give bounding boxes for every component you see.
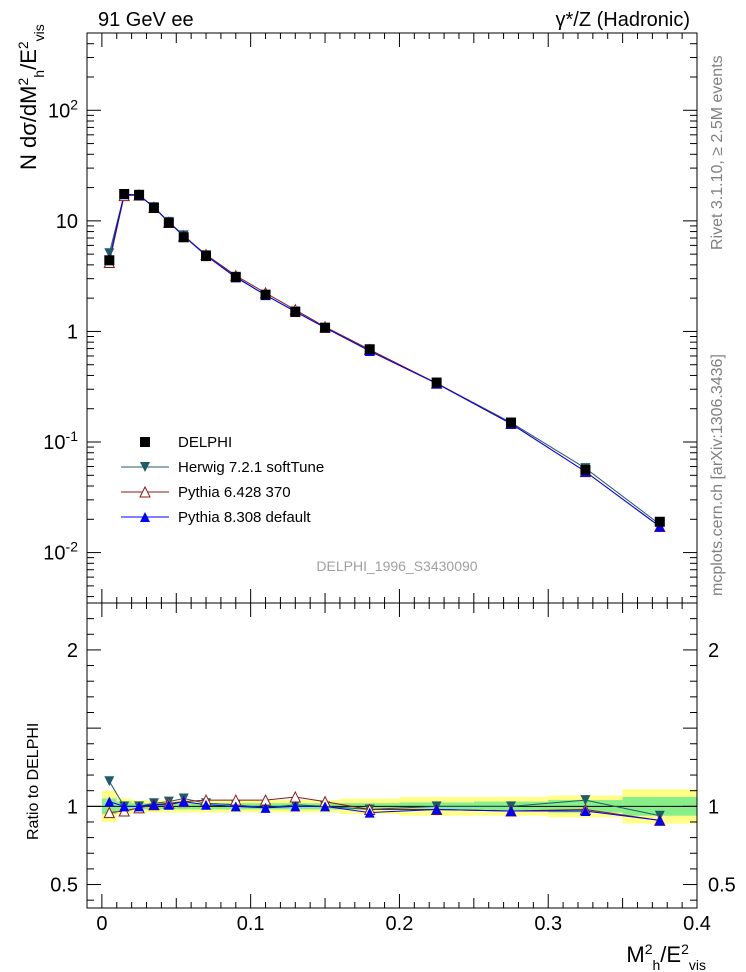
ratio-point xyxy=(104,796,115,807)
legend-label: Herwig 7.2.1 softTune xyxy=(178,459,324,476)
x-tick-label: 0.4 xyxy=(683,913,711,935)
main-point xyxy=(364,344,375,355)
main-point xyxy=(580,464,591,475)
ratio-point xyxy=(163,799,174,810)
main-series-line xyxy=(108,194,661,527)
ratio-series-line xyxy=(108,781,660,817)
main-point xyxy=(134,189,145,200)
y-tick-label: 10-1 xyxy=(43,428,78,454)
main-point xyxy=(654,516,665,527)
ratio-point xyxy=(134,801,145,812)
x-tick-label: 0 xyxy=(96,913,107,935)
ratio-y-tick-label-right: 0.5 xyxy=(708,875,736,897)
ratio-point xyxy=(290,801,301,812)
legend-label: Pythia 8.308 default xyxy=(178,509,311,526)
ratio-y-tick-label: 1 xyxy=(67,796,78,818)
y-tick-label: 10 xyxy=(56,211,78,233)
y-tick-label: 102 xyxy=(48,96,78,122)
ratio-point xyxy=(260,802,271,813)
rivet-label: Rivet 3.1.10, ≥ 2.5M events xyxy=(709,55,726,250)
main-point xyxy=(119,188,130,199)
ratio-series-line xyxy=(109,801,660,821)
legend-label: DELPHI xyxy=(178,434,232,451)
legend-marker xyxy=(140,462,150,472)
ratio-point xyxy=(201,799,212,810)
ratio-point xyxy=(103,806,116,819)
main-point xyxy=(104,248,115,259)
ratio-point xyxy=(104,776,115,787)
main-point xyxy=(163,217,174,228)
main-series xyxy=(103,188,666,533)
y-tick-label: 10-2 xyxy=(43,539,78,565)
main-point xyxy=(104,255,115,266)
ratio-y-tick-label-right: 1 xyxy=(708,796,719,818)
header-left: 91 GeV ee xyxy=(98,9,194,31)
ratio-series xyxy=(103,776,666,826)
ratio-point xyxy=(580,806,591,817)
ratio-axis-ticks: 0.5 0.5 1 1 2 2 xyxy=(50,618,736,901)
main-point xyxy=(178,232,189,243)
ratio-y-tick-label-right: 2 xyxy=(708,640,719,662)
ratio-point xyxy=(148,799,159,810)
x-tick-label: 0.2 xyxy=(386,913,414,935)
main-point xyxy=(320,322,331,333)
ratio-point xyxy=(431,804,442,815)
main-axis-ticks: 10-2 10-1 1 10 102 xyxy=(43,32,697,598)
ratio-point xyxy=(580,795,591,806)
y-tick-label: 1 xyxy=(67,321,78,343)
legend-label: Pythia 6.428 370 xyxy=(178,484,291,501)
main-point xyxy=(230,272,241,283)
mcplots-label: mcplots.cern.ch [arXiv:1306.3436] xyxy=(709,354,726,596)
legend-marker xyxy=(140,512,150,522)
ratio-point xyxy=(654,815,665,826)
xlabel: M2h/E2vis xyxy=(626,941,706,972)
legend: DELPHI Herwig 7.2.1 softTune Pythia 6.428 … xyxy=(121,434,324,526)
main-point xyxy=(148,202,159,213)
x-axis-ticks: 0 0.1 0.2 0.3 0.4 xyxy=(96,33,711,935)
ratio-point xyxy=(178,796,189,807)
main-series-line xyxy=(108,193,661,527)
legend-marker xyxy=(140,437,150,447)
ratio-point xyxy=(230,801,241,812)
legend-marker xyxy=(139,485,151,498)
main-point xyxy=(506,417,517,428)
analysis-watermark: DELPHI_1996_S3430090 xyxy=(316,558,477,574)
x-tick-label: 0.3 xyxy=(534,913,562,935)
header-right: γ*/Z (Hadronic) xyxy=(556,9,690,31)
ratio-point xyxy=(364,807,375,818)
main-ylabel: N dσ/dM2h/E2vis xyxy=(15,24,47,170)
main-point xyxy=(290,306,301,317)
main-point xyxy=(201,251,212,262)
ratio-ylabel: Ratio to DELPHI xyxy=(25,723,42,840)
main-point xyxy=(260,289,271,300)
ratio-y-tick-label: 0.5 xyxy=(50,875,78,897)
ratio-point xyxy=(506,806,517,817)
ratio-point xyxy=(119,801,130,812)
ratio-point xyxy=(320,801,331,812)
x-tick-label: 0.1 xyxy=(237,913,265,935)
ratio-y-tick-label: 2 xyxy=(67,640,78,662)
ratio-panel-frame xyxy=(86,602,698,909)
main-point xyxy=(431,377,442,388)
